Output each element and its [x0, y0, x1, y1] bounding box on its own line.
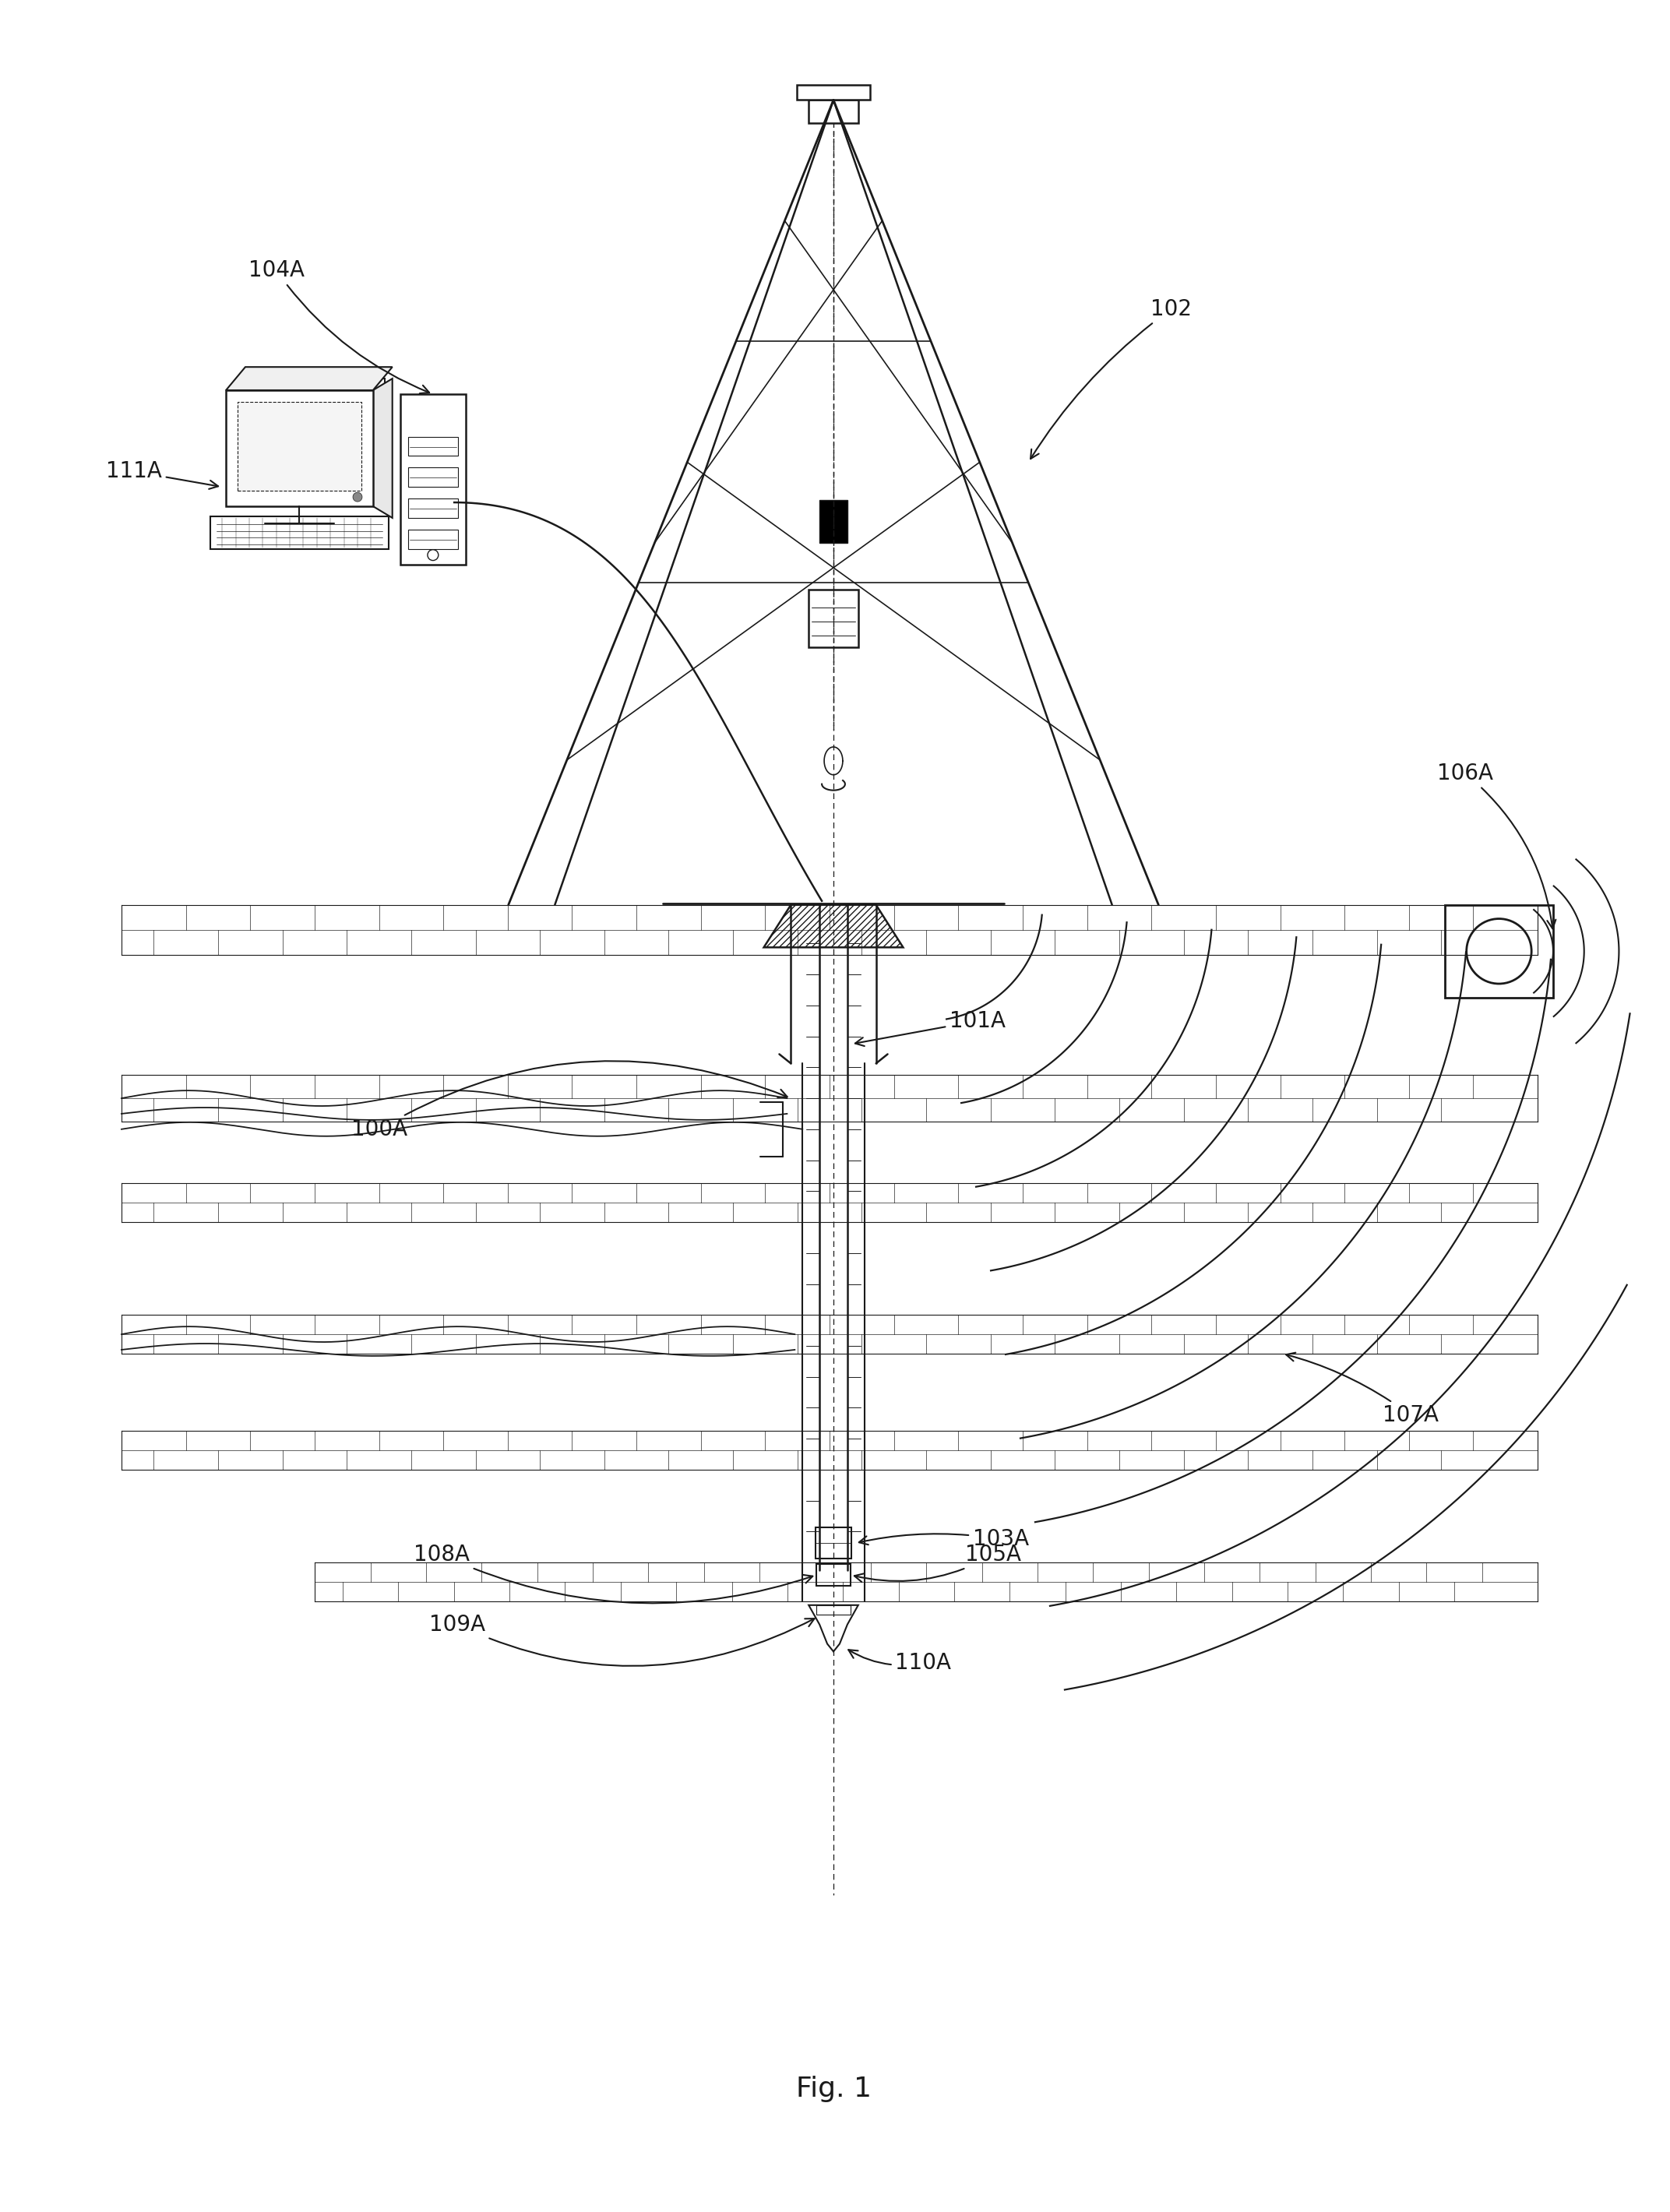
Text: 105A: 105A: [855, 1544, 1020, 1582]
Text: 103A: 103A: [858, 1528, 1029, 1551]
Bar: [245, 378, 384, 403]
Bar: [808, 588, 858, 648]
Bar: [808, 100, 858, 124]
Polygon shape: [763, 905, 903, 947]
Bar: [407, 529, 458, 549]
Bar: [1445, 905, 1553, 998]
Text: 108A: 108A: [414, 1544, 813, 1604]
Text: 100A: 100A: [352, 1062, 787, 1139]
Text: 110A: 110A: [848, 1650, 952, 1674]
Bar: [401, 394, 466, 564]
Bar: [817, 1564, 850, 1586]
Bar: [237, 403, 361, 491]
Bar: [225, 389, 372, 507]
Text: 109A: 109A: [429, 1613, 815, 1666]
Text: 101A: 101A: [855, 1011, 1005, 1046]
Polygon shape: [808, 1606, 858, 1652]
Bar: [407, 467, 458, 487]
Bar: [817, 1606, 850, 1615]
Text: Fig. 1: Fig. 1: [795, 2075, 872, 2101]
Polygon shape: [372, 378, 392, 518]
Bar: [820, 500, 847, 542]
Bar: [407, 498, 458, 518]
Text: 107A: 107A: [1286, 1354, 1440, 1427]
Bar: [797, 84, 870, 100]
Bar: [407, 436, 458, 456]
Circle shape: [352, 493, 362, 502]
Text: 106A: 106A: [1438, 763, 1556, 929]
Text: 102: 102: [1030, 299, 1192, 458]
Bar: [210, 515, 389, 549]
Polygon shape: [225, 367, 392, 389]
Text: 104A: 104A: [249, 259, 429, 394]
Text: 111A: 111A: [105, 460, 219, 489]
Bar: [815, 1528, 852, 1559]
